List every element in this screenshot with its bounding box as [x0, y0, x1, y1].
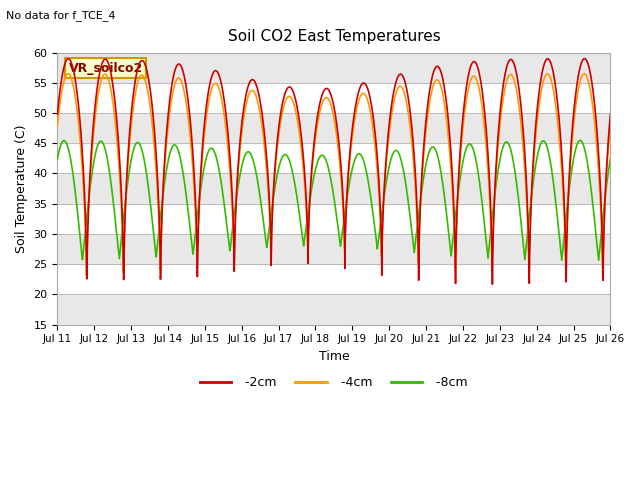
- Bar: [58, 294, 611, 324]
- Y-axis label: Soil Temperature (C): Soil Temperature (C): [15, 124, 28, 253]
- Bar: [58, 234, 611, 264]
- Legend:  -2cm,  -4cm,  -8cm: -2cm, -4cm, -8cm: [195, 372, 473, 395]
- Bar: [58, 113, 611, 143]
- Bar: [58, 173, 611, 204]
- Text: VR_soilco2: VR_soilco2: [68, 61, 143, 74]
- Text: No data for f_TCE_4: No data for f_TCE_4: [6, 10, 116, 21]
- Bar: [58, 52, 611, 83]
- X-axis label: Time: Time: [319, 350, 349, 363]
- Title: Soil CO2 East Temperatures: Soil CO2 East Temperatures: [228, 29, 440, 44]
